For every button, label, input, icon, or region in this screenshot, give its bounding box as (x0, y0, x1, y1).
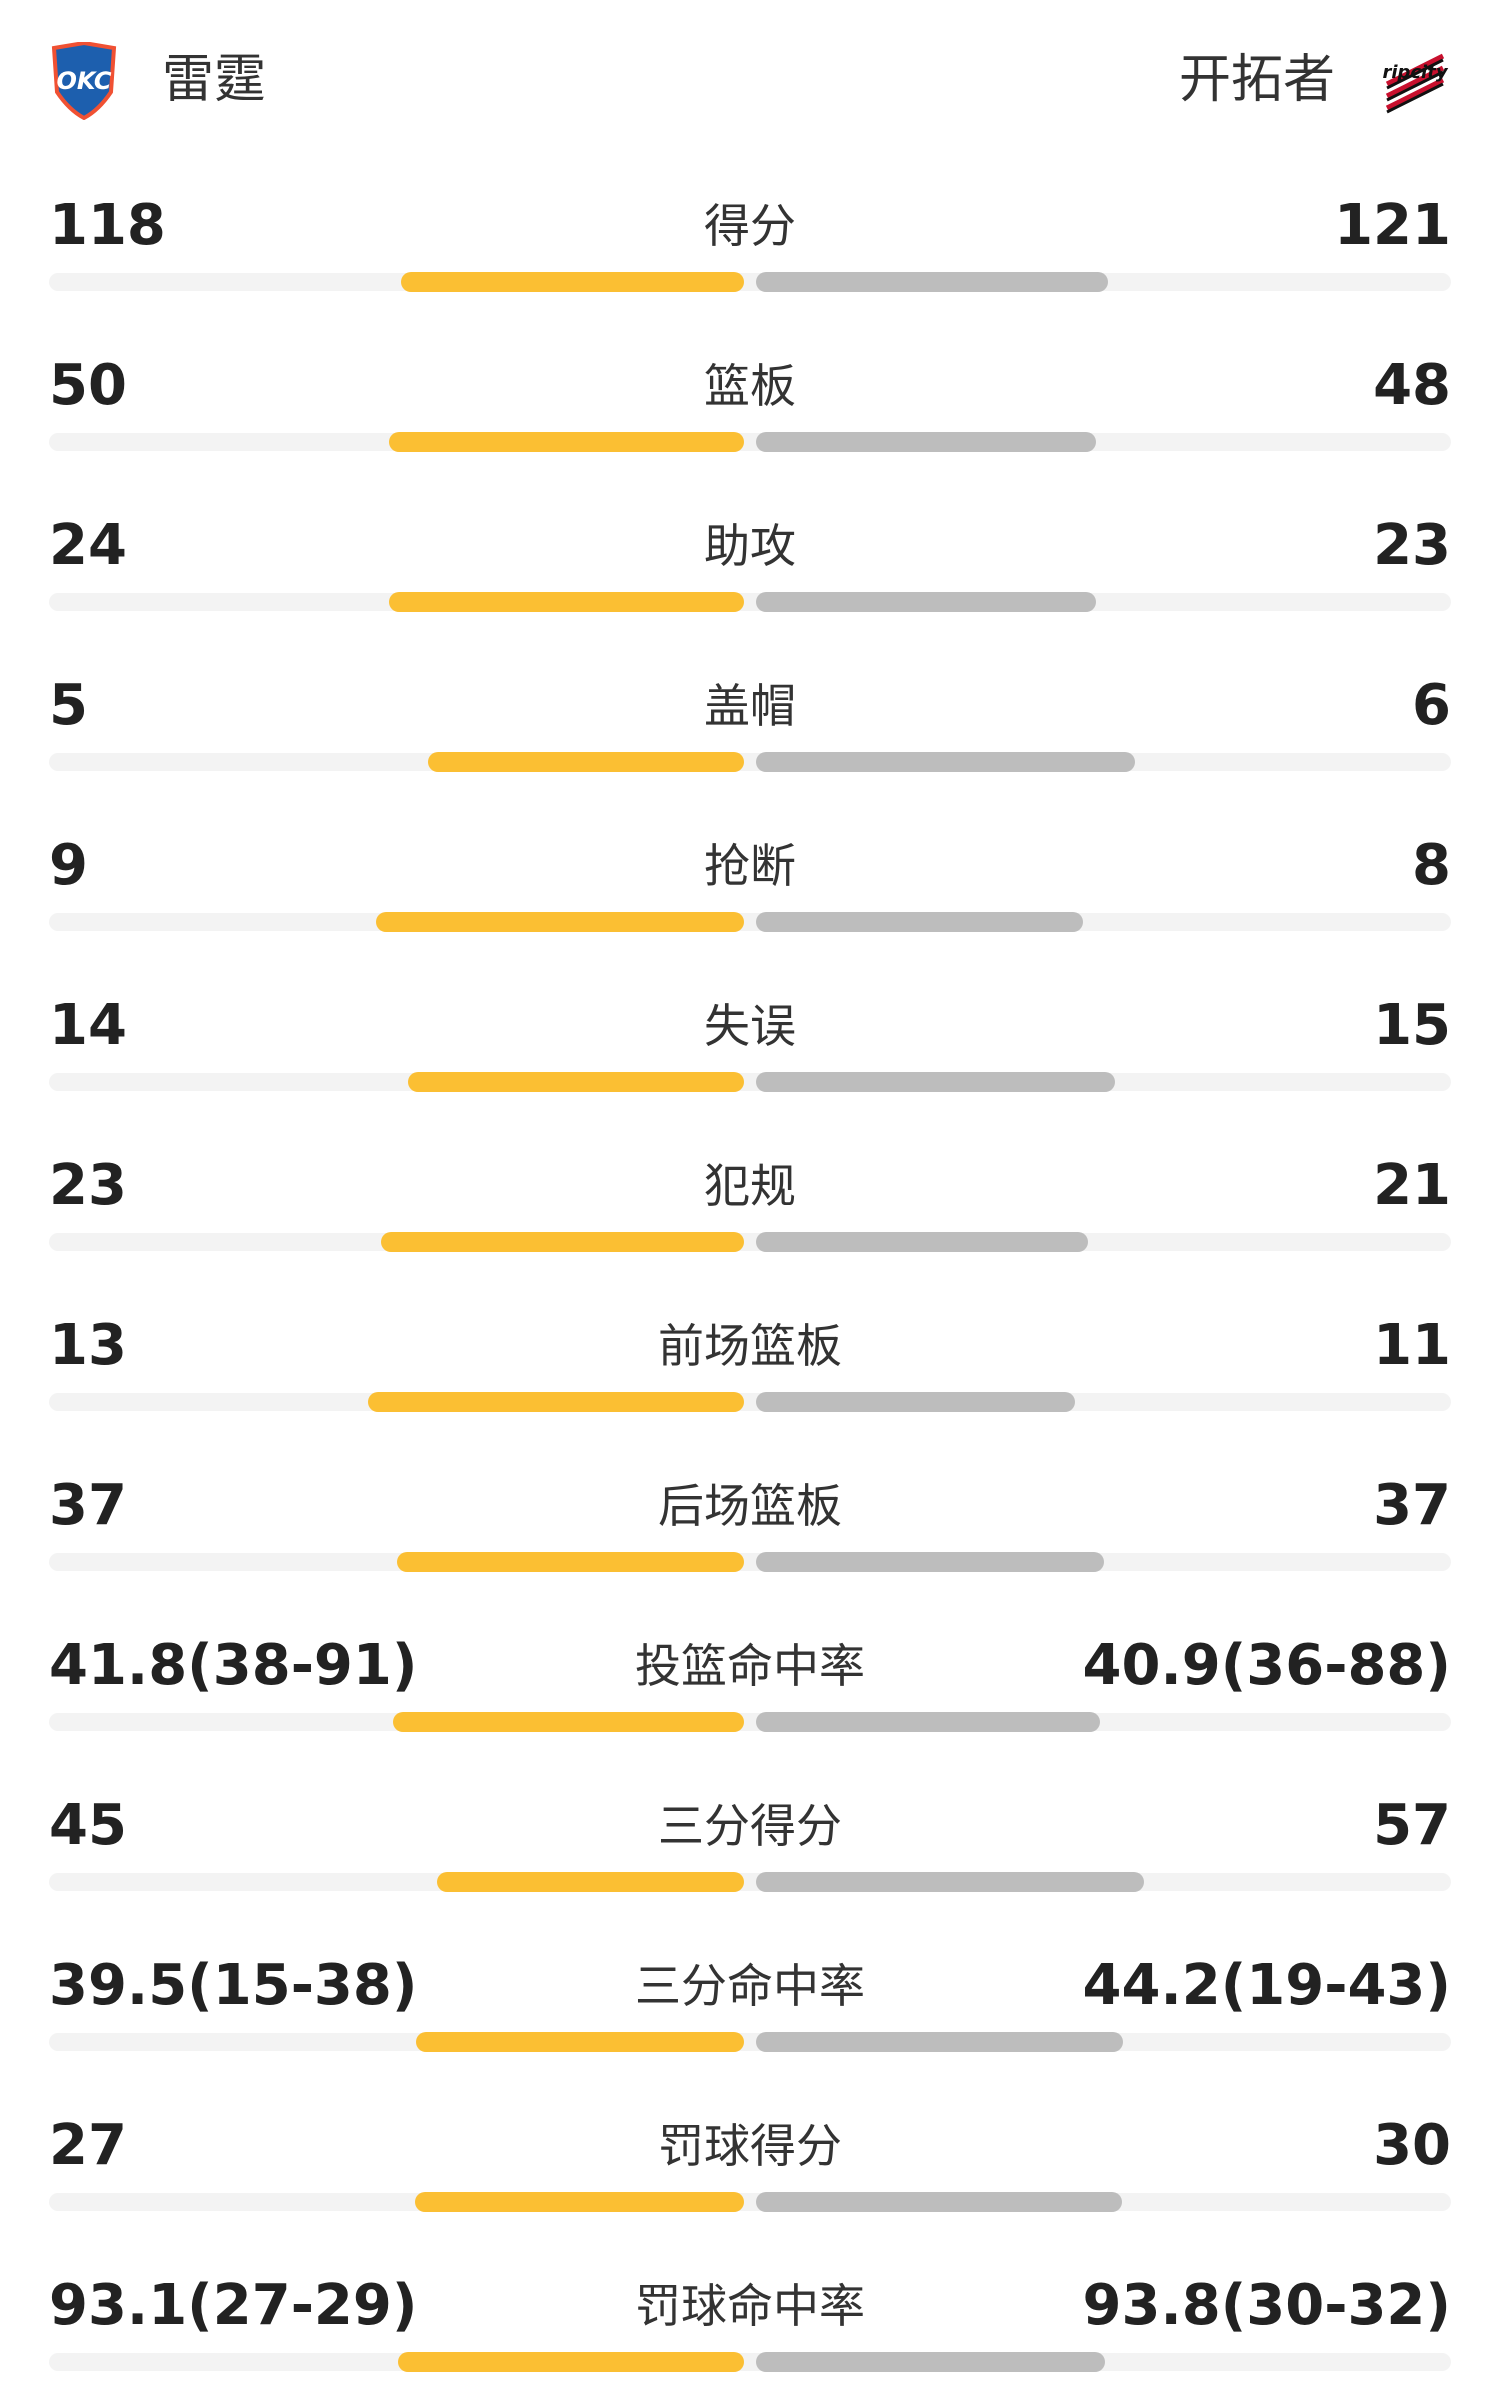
left-value: 27 (49, 2113, 127, 2178)
right-team: 开拓者 (1178, 50, 1335, 110)
track (49, 1393, 1451, 1411)
stat-label: 盖帽 (704, 679, 796, 733)
right-value: 8 (1412, 833, 1451, 898)
right-bar (756, 1552, 1104, 1572)
logo-text: OKC (56, 67, 111, 95)
left-bar (389, 432, 744, 452)
right-bar (756, 2352, 1105, 2372)
left-value: 39.5(15-38) (49, 1953, 418, 2018)
left-bar (389, 592, 744, 612)
right-bar (756, 1392, 1075, 1412)
track (49, 433, 1451, 451)
stat-label: 犯规 (704, 1159, 796, 1213)
stat-label: 三分命中率 (635, 1959, 865, 2013)
left-value: 23 (49, 1153, 127, 1218)
track (49, 273, 1451, 291)
right-bar (756, 752, 1136, 772)
right-value: 6 (1412, 673, 1451, 738)
stat-label: 篮板 (704, 359, 796, 413)
left-value: 37 (49, 1473, 127, 1538)
left-bar (437, 1872, 744, 1892)
left-bar (392, 1712, 744, 1732)
right-bar (756, 592, 1097, 612)
right-bar (756, 912, 1084, 932)
left-team: 雷霆 (162, 50, 267, 110)
right-bar (756, 1072, 1116, 1092)
right-value: 57 (1373, 1793, 1451, 1858)
left-value: 9 (49, 833, 88, 898)
logo-text: ripcity (1382, 62, 1448, 83)
stat-label: 得分 (704, 199, 796, 253)
right-value: 40.9(36-88) (1082, 1633, 1451, 1698)
left-value: 14 (49, 993, 127, 1058)
right-value: 37 (1373, 1473, 1451, 1538)
track (49, 1713, 1451, 1731)
track (49, 1233, 1451, 1251)
track (49, 913, 1451, 931)
left-value: 45 (49, 1793, 127, 1858)
left-value: 13 (49, 1313, 127, 1378)
left-bar (414, 2192, 744, 2212)
right-bar (756, 2192, 1122, 2212)
stat-label: 后场篮板 (658, 1479, 842, 1533)
track (49, 2353, 1451, 2371)
right-bar (756, 272, 1108, 292)
left-bar (408, 1072, 744, 1092)
left-value: 24 (49, 513, 127, 578)
track (49, 1873, 1451, 1891)
right-value: 44.2(19-43) (1082, 1953, 1451, 2018)
stat-label: 罚球命中率 (635, 2279, 865, 2333)
right-value: 15 (1373, 993, 1451, 1058)
left-bar (396, 1552, 744, 1572)
right-value: 48 (1373, 353, 1451, 418)
left-bar (397, 2352, 744, 2372)
right-value: 121 (1334, 193, 1451, 258)
left-bar (400, 272, 744, 292)
left-bar (367, 1392, 744, 1412)
right-value: 21 (1373, 1153, 1451, 1218)
stat-label: 三分得分 (658, 1799, 842, 1853)
right-value: 11 (1373, 1313, 1451, 1378)
left-value: 50 (49, 353, 127, 418)
right-value: 93.8(30-32) (1082, 2273, 1451, 2338)
okc-logo: OKC (51, 42, 117, 120)
left-value: 41.8(38-91) (49, 1633, 418, 1698)
stat-label: 抢断 (704, 839, 796, 893)
left-bar (416, 2032, 744, 2052)
stat-label: 投篮命中率 (635, 1639, 865, 1693)
right-value: 23 (1373, 513, 1451, 578)
track (49, 2193, 1451, 2211)
track (49, 753, 1451, 771)
left-value: 5 (49, 673, 88, 738)
left-bar (428, 752, 744, 772)
track (49, 593, 1451, 611)
right-bar (756, 1872, 1145, 1892)
right-bar (756, 2032, 1123, 2052)
track (49, 2033, 1451, 2051)
right-bar (756, 1712, 1100, 1732)
left-bar (376, 912, 744, 932)
ripcity-logo: ripcity (1382, 53, 1449, 114)
left-bar (380, 1232, 744, 1252)
stat-label: 助攻 (704, 519, 796, 573)
stat-label: 失误 (704, 999, 796, 1053)
right-value: 30 (1373, 2113, 1451, 2178)
left-value: 93.1(27-29) (49, 2273, 418, 2338)
track (49, 1553, 1451, 1571)
left-value: 118 (49, 193, 166, 258)
stat-label: 前场篮板 (658, 1319, 842, 1373)
right-bar (756, 432, 1097, 452)
track (49, 1073, 1451, 1091)
right-bar (756, 1232, 1088, 1252)
stat-label: 罚球得分 (658, 2119, 842, 2173)
